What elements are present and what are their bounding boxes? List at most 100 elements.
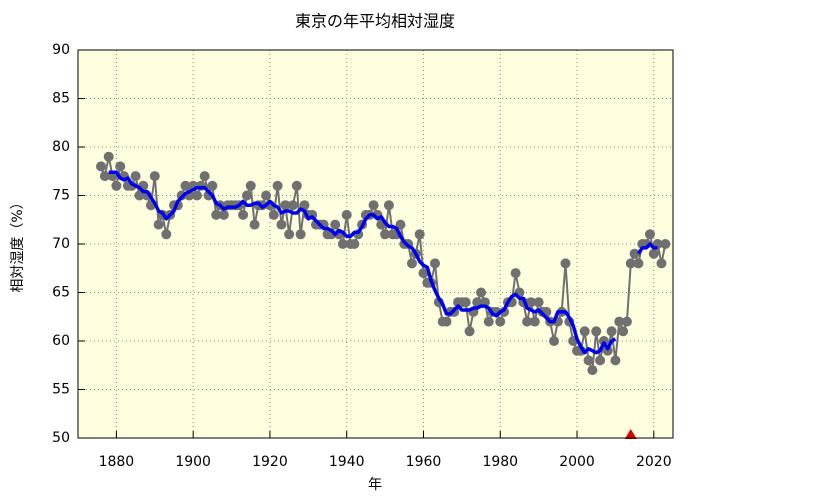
data-point <box>529 316 540 327</box>
y-axis-label: 相対湿度（%） <box>10 195 26 292</box>
x-tick-label: 1960 <box>406 454 442 470</box>
x-tick-label: 1880 <box>99 454 135 470</box>
data-point <box>111 180 122 191</box>
data-point <box>610 355 621 366</box>
data-point <box>472 297 483 308</box>
data-point <box>134 190 145 201</box>
data-point <box>241 190 252 201</box>
data-point <box>368 200 379 211</box>
data-point <box>295 229 306 240</box>
data-point <box>192 190 202 201</box>
x-tick-label: 1920 <box>252 454 288 470</box>
data-point <box>633 258 644 269</box>
data-point <box>476 287 487 298</box>
data-point <box>287 200 298 211</box>
chart-title: 東京の年平均相対湿度 <box>295 12 455 31</box>
data-point <box>115 161 126 172</box>
data-point <box>395 219 406 230</box>
data-point <box>606 326 617 337</box>
data-point <box>414 229 425 240</box>
data-point <box>579 326 590 337</box>
data-point <box>180 180 191 191</box>
x-tick-label: 1980 <box>482 454 518 470</box>
data-point <box>430 258 440 269</box>
data-point <box>161 229 172 240</box>
data-point <box>602 345 613 356</box>
data-point <box>284 229 295 240</box>
plot-background <box>78 50 673 438</box>
data-point <box>625 258 636 269</box>
data-point <box>441 316 452 327</box>
y-tick-label: 75 <box>52 188 70 204</box>
data-point <box>149 171 160 182</box>
y-tick-label: 85 <box>52 91 70 107</box>
data-point <box>510 268 521 279</box>
data-point <box>276 219 287 230</box>
x-tick-label: 2000 <box>559 454 595 470</box>
data-point <box>483 316 494 327</box>
data-point <box>383 200 394 211</box>
data-point <box>460 297 471 308</box>
y-tick-label: 60 <box>52 333 70 349</box>
y-tick-label: 55 <box>52 382 70 398</box>
x-tick-label: 1940 <box>329 454 365 470</box>
data-point <box>656 258 667 269</box>
data-point <box>103 151 114 162</box>
data-point <box>211 209 222 220</box>
data-point <box>418 268 429 279</box>
data-point <box>207 180 218 191</box>
data-point <box>218 209 229 220</box>
data-point <box>130 171 141 182</box>
data-point <box>560 258 571 269</box>
x-axis-label: 年 <box>368 477 382 493</box>
data-point <box>291 180 302 191</box>
data-point <box>549 336 559 346</box>
y-tick-label: 90 <box>52 42 70 58</box>
data-point <box>153 219 164 230</box>
data-point <box>495 316 506 327</box>
data-point <box>644 229 655 240</box>
data-point <box>591 326 602 337</box>
event-marker <box>624 429 637 439</box>
data-point <box>464 326 475 337</box>
x-tick-label: 2020 <box>636 454 672 470</box>
data-point <box>629 248 640 259</box>
y-tick-label: 80 <box>52 139 70 155</box>
y-tick-label: 65 <box>52 285 70 301</box>
data-point <box>280 200 291 211</box>
data-point <box>587 365 598 376</box>
y-tick-label: 70 <box>52 236 70 252</box>
data-point <box>598 336 609 346</box>
data-point <box>406 258 417 269</box>
data-point <box>299 200 310 211</box>
data-point <box>533 297 544 308</box>
data-point <box>337 239 348 249</box>
data-point <box>614 316 625 327</box>
data-point <box>245 180 256 191</box>
data-point <box>380 229 391 240</box>
data-point <box>525 297 536 308</box>
x-tick-label: 1900 <box>175 454 211 470</box>
data-point <box>618 326 629 337</box>
data-point <box>621 316 632 327</box>
data-point <box>96 161 107 172</box>
series-line <box>108 170 658 355</box>
data-point <box>238 209 249 220</box>
data-point <box>272 180 283 191</box>
data-point <box>330 219 341 230</box>
data-point <box>341 209 352 220</box>
plot-frame <box>77 49 674 439</box>
data-point <box>648 248 659 259</box>
data-point <box>349 239 360 249</box>
data-point <box>261 190 272 201</box>
data-point <box>595 355 606 366</box>
data-point <box>660 239 671 249</box>
data-point <box>522 316 533 327</box>
y-tick-label: 50 <box>52 430 70 446</box>
data-point <box>583 355 594 366</box>
data-point <box>268 209 279 220</box>
data-point <box>199 171 210 182</box>
data-point <box>249 219 260 230</box>
data-point <box>99 171 110 182</box>
